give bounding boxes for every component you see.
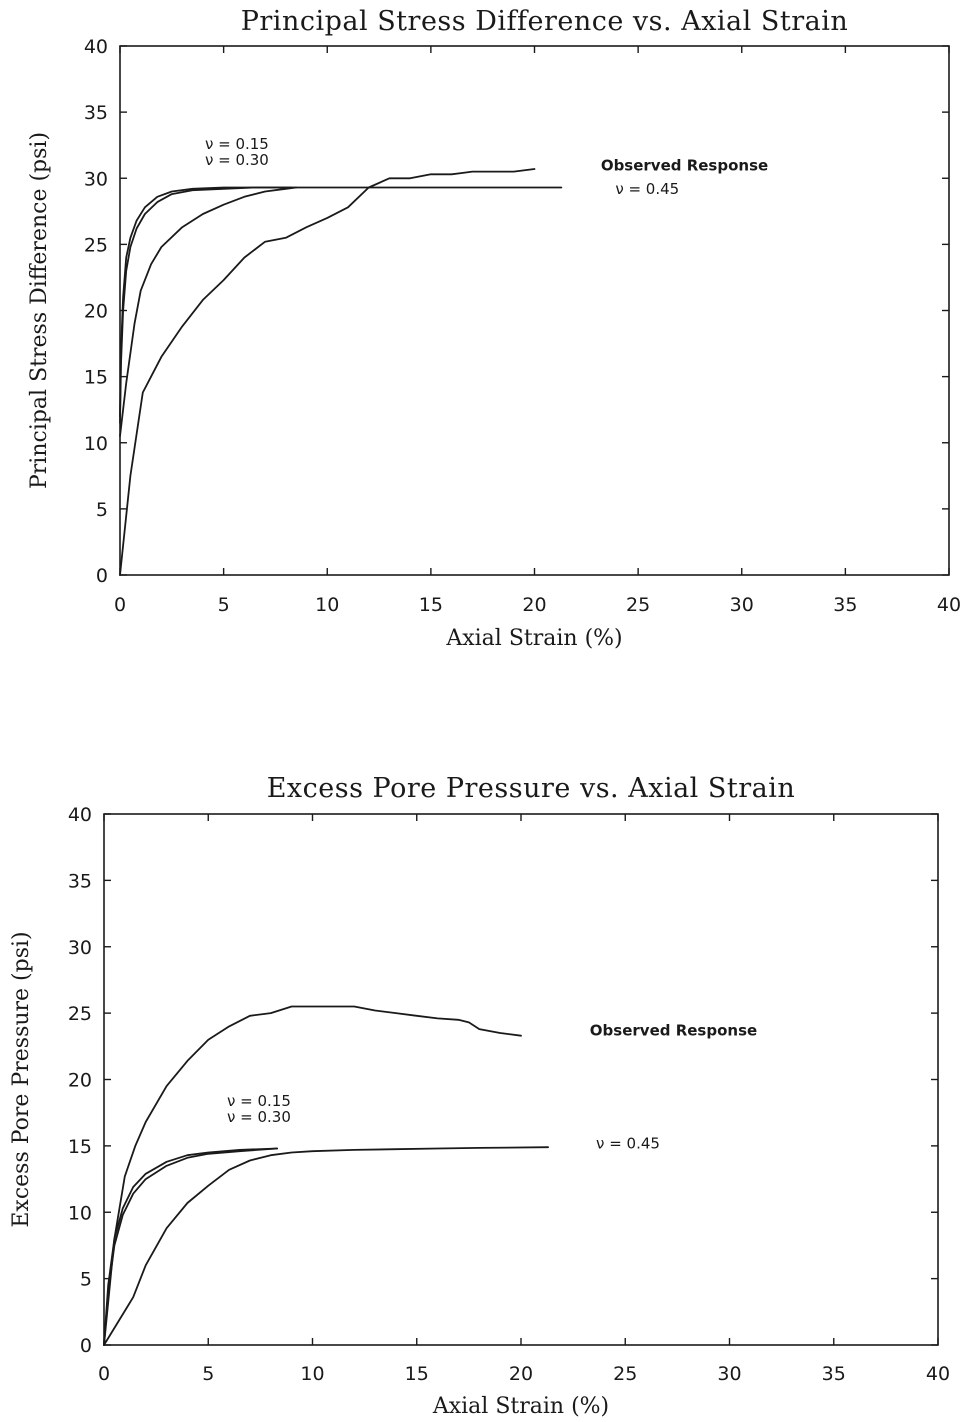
stress-x-tick-label: 5 — [218, 594, 230, 616]
pore-x-tick-label: 0 — [98, 1363, 110, 1385]
pore-y-tick-label: 30 — [68, 937, 92, 959]
stress-series-line-3 — [119, 168, 536, 576]
pore-annotation: Observed Response — [590, 1022, 757, 1040]
stress-x-tick-label: 30 — [730, 594, 754, 616]
pore-y-tick-label: 20 — [68, 1070, 92, 1092]
pore-x-tick-label: 35 — [822, 1363, 846, 1385]
pore-y-tick-label: 35 — [68, 870, 92, 892]
stress-x-tick-label: 35 — [833, 594, 857, 616]
pore-annotation: ν = 0.30 — [227, 1108, 291, 1126]
stress-annotation: ν = 0.45 — [615, 180, 679, 198]
pore-x-tick-label: 25 — [613, 1363, 637, 1385]
pore-series-line-0 — [103, 1147, 279, 1346]
pore-chart-title: Excess Pore Pressure vs. Axial Strain — [267, 773, 796, 804]
stress-annotation: ν = 0.30 — [205, 151, 269, 169]
pore-y-tick-label: 0 — [80, 1335, 92, 1357]
stress-y-tick-label: 0 — [96, 565, 108, 587]
pore-series-line-2 — [103, 1146, 549, 1346]
stress-y-tick-label: 25 — [84, 234, 108, 256]
stress-y-tick-label: 20 — [84, 301, 108, 323]
pore-plot-frame — [103, 813, 939, 1346]
pore-y-tick-label: 5 — [80, 1269, 92, 1291]
stress-y-tick-label: 40 — [84, 36, 108, 58]
pore-annotation: ν = 0.45 — [596, 1135, 660, 1153]
stress-annotation: Observed Response — [601, 156, 768, 174]
pore-y-tick-label: 40 — [68, 804, 92, 826]
pore-y-tick-label: 10 — [68, 1202, 92, 1224]
pore-series-line-3 — [103, 1005, 522, 1346]
pore-x-tick-label: 20 — [509, 1363, 533, 1385]
stress-series-line-2 — [119, 186, 298, 438]
pore-x-tick-label: 40 — [926, 1363, 950, 1385]
pore-y-axis-label: Excess Pore Pressure (psi) — [9, 931, 34, 1227]
stress-y-tick-label: 15 — [84, 367, 108, 389]
pore-y-tick-label: 25 — [68, 1003, 92, 1025]
stress-y-tick-label: 35 — [84, 102, 108, 124]
stress-x-tick-label: 20 — [522, 594, 546, 616]
pore-y-tick-label: 15 — [68, 1136, 92, 1158]
pore-series-line-1 — [103, 1147, 279, 1346]
chart-principal-stress: Principal Stress Difference vs. Axial St… — [27, 6, 961, 651]
stress-annotation: ν = 0.15 — [205, 135, 269, 153]
stress-x-tick-label: 0 — [114, 594, 126, 616]
chart-excess-pore-pressure: Excess Pore Pressure vs. Axial Strain 0 5 1… — [9, 773, 950, 1419]
stress-y-tick-label: 30 — [84, 168, 108, 190]
stress-x-axis-label: Axial Strain (%) — [445, 626, 622, 651]
stress-x-tick-label: 40 — [937, 594, 961, 616]
pore-annotation: ν = 0.15 — [227, 1092, 291, 1110]
stress-x-tick-label: 15 — [419, 594, 443, 616]
pore-x-tick-label: 5 — [202, 1363, 214, 1385]
stress-y-tick-label: 10 — [84, 433, 108, 455]
stress-plot-frame — [119, 45, 950, 576]
stress-chart-title: Principal Stress Difference vs. Axial St… — [241, 6, 849, 37]
pore-x-tick-label: 30 — [717, 1363, 741, 1385]
stress-y-axis-label: Principal Stress Difference (psi) — [27, 132, 52, 489]
stress-x-tick-label: 25 — [626, 594, 650, 616]
pore-x-tick-label: 15 — [405, 1363, 429, 1385]
pore-x-tick-label: 10 — [300, 1363, 324, 1385]
stress-x-tick-label: 10 — [315, 594, 339, 616]
stress-series-line-1 — [119, 186, 563, 424]
stress-series-line-0 — [119, 186, 293, 418]
pore-x-axis-label: Axial Strain (%) — [432, 1394, 609, 1419]
stress-y-tick-label: 5 — [96, 499, 108, 521]
